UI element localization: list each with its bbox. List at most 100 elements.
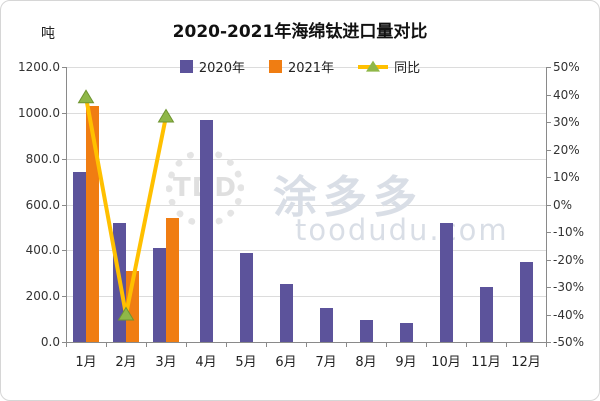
y-axis-tick-label-left: 200.0: [25, 289, 60, 304]
y-axis-unit-label: 吨: [41, 26, 55, 42]
bar-2020年: [399, 322, 413, 342]
chart-title: 2020-2021年海绵钛进口量对比: [172, 22, 428, 42]
tick-mark-bottom: [306, 343, 307, 347]
bar-2020年: [479, 287, 493, 342]
bar-2020年: [153, 248, 166, 342]
tick-mark-bottom: [266, 343, 267, 347]
bar-2020年: [239, 252, 253, 342]
x-axis-tick-label: 7月: [315, 355, 337, 370]
tick-mark-right: [547, 122, 551, 123]
yoy-line: [84, 95, 168, 317]
y-axis-tick-label-left: 600.0: [25, 197, 60, 212]
gridline: [66, 296, 546, 298]
legend-label-2020: 2020年: [198, 61, 245, 76]
y-axis-tick-label-left: 400.0: [25, 243, 60, 258]
bar-2020年: [359, 320, 373, 342]
tick-mark-right: [547, 177, 551, 178]
tick-mark-bottom: [466, 343, 467, 347]
x-axis-tick-label: 10月: [431, 355, 461, 370]
bar-2020年: [439, 222, 453, 342]
x-axis-tick-label: 3月: [155, 355, 177, 370]
tick-mark-bottom: [546, 343, 547, 347]
x-axis-tick-label: 8月: [355, 355, 377, 370]
tick-mark-bottom: [66, 343, 67, 347]
x-axis-tick-label: 5月: [235, 355, 257, 370]
legend-line-swatch-yoy: [358, 60, 389, 72]
legend-triangle-marker-icon: [366, 60, 381, 72]
y-axis-tick-label-left: 800.0: [25, 151, 60, 166]
y-axis-tick-label-right: 20%: [553, 142, 580, 157]
yoy-triangle-marker-icon: [157, 108, 175, 123]
x-axis-tick-label: 12月: [511, 355, 541, 370]
gridline: [66, 250, 546, 252]
bar-2020年: [199, 119, 213, 342]
tick-mark-right: [547, 149, 551, 151]
tick-mark-left: [62, 112, 66, 114]
y-axis-tick-label-right: -50%: [553, 335, 585, 349]
y-axis-tick-label-left: 1200.0: [18, 60, 60, 74]
tick-mark-left: [62, 250, 66, 252]
legend-label-2021: 2021年: [287, 61, 335, 76]
bar-2021年: [166, 218, 179, 342]
tick-mark-bottom: [386, 343, 387, 347]
y-axis-tick-label-right: 50%: [553, 60, 580, 74]
tick-mark-bottom: [146, 343, 147, 347]
left-axis-line: [66, 67, 67, 343]
tick-mark-bottom: [426, 343, 427, 347]
yoy-triangle-marker-icon: [77, 89, 95, 104]
tick-mark-right: [547, 259, 551, 261]
legend-item-yoy: 同比: [358, 57, 420, 76]
y-axis-tick-label-right: -20%: [553, 252, 585, 267]
y-axis-tick-label-right: 40%: [553, 87, 580, 102]
tick-mark-left: [62, 158, 66, 160]
tick-mark-left: [62, 67, 66, 68]
x-axis-tick-label: 1月: [75, 355, 97, 370]
legend-label-yoy: 同比: [394, 61, 421, 76]
y-axis-tick-label-right: -30%: [553, 280, 585, 294]
tick-mark-right: [547, 342, 551, 343]
right-axis-line: [546, 67, 547, 343]
legend-item-2020: 2020年: [179, 57, 245, 76]
legend-item-2021: 2021年: [268, 57, 335, 76]
bar-2020年: [319, 307, 333, 342]
tick-mark-right: [547, 287, 551, 288]
x-axis-tick-label: 2月: [115, 355, 137, 370]
yoy-line-layer: [77, 89, 175, 321]
x-axis-tick-label: 11月: [471, 355, 501, 370]
chart-legend: 2020年 2021年 同比: [1, 57, 599, 76]
tick-mark-right: [547, 94, 551, 96]
yoy-triangle-marker-icon: [117, 306, 135, 321]
y-axis-tick-label-left: 1000.0: [18, 105, 60, 120]
y-axis-tick-label-left: 0.0: [40, 335, 60, 349]
y-axis-tick-label-right: 30%: [553, 115, 580, 129]
y-axis-tick-label-right: 0%: [553, 197, 573, 212]
bar-2021年: [86, 105, 99, 342]
tick-mark-right: [547, 232, 551, 233]
x-axis-line: [62, 342, 551, 343]
bar-2020年: [279, 283, 293, 342]
legend-swatch-2020: [179, 60, 193, 73]
tick-mark-bottom: [346, 343, 347, 347]
bar-2020年: [519, 261, 533, 342]
gridline: [66, 204, 546, 206]
tick-mark-right: [547, 67, 551, 68]
tick-mark-bottom: [186, 343, 187, 347]
legend-swatch-2021: [268, 60, 282, 73]
tick-mark-right: [547, 204, 551, 206]
y-axis-tick-label-right: -10%: [553, 225, 585, 239]
y-axis-tick-label-right: -40%: [553, 307, 585, 322]
gridline: [66, 67, 546, 68]
tick-mark-right: [547, 314, 551, 316]
tick-mark-left: [62, 342, 66, 343]
gridline: [66, 112, 546, 114]
tick-mark-bottom: [506, 343, 507, 347]
x-axis-tick-label: 4月: [195, 355, 217, 370]
tick-mark-bottom: [106, 343, 107, 347]
y-axis-tick-label-right: 10%: [553, 170, 580, 184]
tick-mark-left: [62, 204, 66, 206]
x-axis-tick-label: 6月: [275, 355, 297, 370]
gridline: [66, 158, 546, 160]
tick-mark-bottom: [226, 343, 227, 347]
tick-mark-left: [62, 296, 66, 298]
